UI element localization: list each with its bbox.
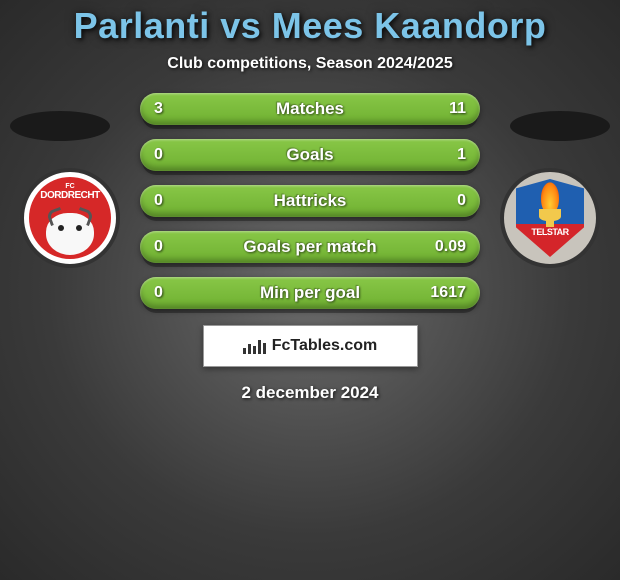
shadow-right [510, 111, 610, 141]
stat-right-value: 1 [457, 146, 466, 164]
stat-right-value: 0.09 [435, 238, 466, 256]
stat-right-value: 1617 [430, 284, 466, 302]
badge-left-text-main: DORDRECHT [40, 190, 99, 201]
horns-icon [50, 209, 90, 223]
stat-row-goals: 0 Goals 1 [140, 139, 480, 171]
stat-bars: 3 Matches 11 0 Goals 1 0 Hattricks 0 0 G… [140, 93, 480, 323]
stat-right-value: 0 [457, 192, 466, 210]
bar-chart-icon [243, 338, 266, 354]
stat-left-value: 0 [154, 238, 163, 256]
main-area: FC DORDRECHT TELSTAR 3 Matches [0, 93, 620, 313]
stat-right-value: 11 [449, 100, 466, 118]
stat-left-value: 0 [154, 284, 163, 302]
badge-circle-right: TELSTAR [500, 168, 600, 268]
brand-text: FcTables.com [272, 337, 378, 355]
cup-icon [539, 209, 561, 221]
team-badge-left: FC DORDRECHT [20, 168, 120, 268]
badge-left-text-top: FC [65, 183, 74, 190]
page-title: Parlanti vs Mees Kaandorp [0, 5, 620, 47]
badge-circle-left: FC DORDRECHT [20, 168, 120, 268]
sheep-icon [46, 213, 94, 255]
date-text: 2 december 2024 [0, 383, 620, 403]
stat-row-hattricks: 0 Hattricks 0 [140, 185, 480, 217]
brand-box[interactable]: FcTables.com [203, 325, 418, 367]
stat-label: Hattricks [274, 191, 347, 211]
stat-row-goals-per-match: 0 Goals per match 0.09 [140, 231, 480, 263]
stat-label: Matches [276, 99, 344, 119]
team-badge-right: TELSTAR [500, 168, 600, 268]
stat-left-value: 3 [154, 100, 163, 118]
shadow-left [10, 111, 110, 141]
badge-right-text: TELSTAR [531, 227, 568, 237]
subtitle: Club competitions, Season 2024/2025 [0, 55, 620, 73]
stat-row-min-per-goal: 0 Min per goal 1617 [140, 277, 480, 309]
comparison-card: Parlanti vs Mees Kaandorp Club competiti… [0, 0, 620, 580]
stat-label: Goals [286, 145, 333, 165]
stat-row-matches: 3 Matches 11 [140, 93, 480, 125]
shield-icon: TELSTAR [516, 179, 584, 257]
badge-inner-left: FC DORDRECHT [29, 177, 111, 259]
stat-label: Min per goal [260, 283, 360, 303]
stat-label: Goals per match [243, 237, 376, 257]
stat-left-value: 0 [154, 146, 163, 164]
stat-left-value: 0 [154, 192, 163, 210]
